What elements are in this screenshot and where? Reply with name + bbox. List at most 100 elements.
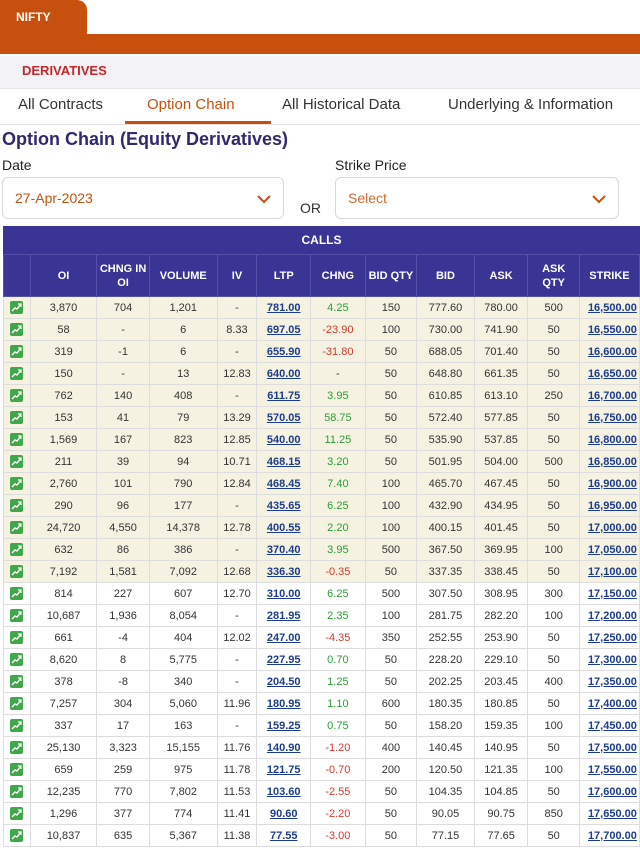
ltp-link[interactable]: 370.40 <box>266 543 301 556</box>
chart-icon[interactable] <box>10 433 24 446</box>
ltp-link[interactable]: 180.95 <box>266 697 301 710</box>
ltp-link[interactable]: 400.55 <box>266 521 301 534</box>
strike-link[interactable]: 16,650.00 <box>587 367 637 380</box>
chart-icon[interactable] <box>10 521 24 534</box>
cell-oi: 319 <box>29 340 98 363</box>
chart-icon[interactable] <box>10 455 24 468</box>
ltp-link[interactable]: 281.95 <box>266 609 301 622</box>
ltp-link[interactable]: 121.75 <box>266 763 301 776</box>
chart-icon[interactable] <box>10 807 24 820</box>
ltp-link[interactable]: 247.00 <box>266 631 301 644</box>
strike-link[interactable]: 16,700.00 <box>587 389 637 402</box>
strike-link[interactable]: 17,050.00 <box>587 543 637 556</box>
chart-icon[interactable] <box>10 587 24 600</box>
chart-icon[interactable] <box>10 697 24 710</box>
chart-icon[interactable] <box>10 565 24 578</box>
chart-icon[interactable] <box>10 345 24 358</box>
ltp-link[interactable]: 570.05 <box>266 411 301 424</box>
cell-ltp: 336.30 <box>256 560 312 583</box>
ltp-link[interactable]: 227.95 <box>266 653 301 666</box>
chart-icon[interactable] <box>10 829 24 842</box>
ltp-link[interactable]: 697.05 <box>266 323 301 336</box>
ltp-link[interactable]: 781.00 <box>266 301 301 314</box>
strike-link[interactable]: 16,750.00 <box>587 411 637 424</box>
ltp-link[interactable]: 655.90 <box>266 345 301 358</box>
chart-icon[interactable] <box>10 675 24 688</box>
table-header-row: OI CHNG IN OI VOLUME IV LTP CHNG BID QTY… <box>3 254 640 297</box>
chart-icon[interactable] <box>10 389 24 402</box>
ltp-link[interactable]: 540.00 <box>266 433 301 446</box>
tab-all-historical-data[interactable]: All Historical Data <box>282 96 401 113</box>
strike-link[interactable]: 17,500.00 <box>587 741 637 754</box>
cell-volume: 5,775 <box>148 648 218 671</box>
strike-link[interactable]: 17,150.00 <box>587 587 637 600</box>
strike-link[interactable]: 16,950.00 <box>587 499 637 512</box>
chart-icon[interactable] <box>10 301 24 314</box>
cell-volume: 607 <box>148 582 218 605</box>
chart-icon[interactable] <box>10 763 24 776</box>
strike-link[interactable]: 17,000.00 <box>587 521 637 534</box>
ltp-link[interactable]: 640.00 <box>266 367 301 380</box>
chart-icon[interactable] <box>10 785 24 798</box>
cell-ltp: 227.95 <box>256 648 312 671</box>
strike-link[interactable]: 17,300.00 <box>587 653 637 666</box>
cell-ask-qty: 100 <box>527 758 580 781</box>
chart-icon[interactable] <box>10 653 24 666</box>
ltp-link[interactable]: 435.65 <box>266 499 301 512</box>
tab-underlying-information[interactable]: Underlying & Information <box>448 96 614 113</box>
strike-link[interactable]: 17,200.00 <box>587 609 637 622</box>
strike-link[interactable]: 16,900.00 <box>587 477 637 490</box>
strike-link[interactable]: 17,600.00 <box>587 785 637 798</box>
strike-link[interactable]: 17,650.00 <box>587 807 637 820</box>
tab-option-chain[interactable]: Option Chain <box>147 96 235 113</box>
ltp-link[interactable]: 611.75 <box>267 389 301 402</box>
chart-icon[interactable] <box>10 477 24 490</box>
cell-strike: 17,600.00 <box>578 780 640 803</box>
tab-all-contracts[interactable]: All Contracts <box>18 96 104 113</box>
strike-link[interactable]: 16,850.00 <box>587 455 637 468</box>
chart-icon[interactable] <box>10 631 24 644</box>
cell-ask: 701.40 <box>473 340 529 363</box>
date-select[interactable]: 27-Apr-2023 <box>2 177 284 219</box>
cell-iv: - <box>216 296 258 319</box>
cell-bid: 158.20 <box>416 714 475 737</box>
strike-link[interactable]: 16,600.00 <box>587 345 637 358</box>
strike-link[interactable]: 17,400.00 <box>587 697 637 710</box>
chart-icon[interactable] <box>10 719 24 732</box>
cell-ask: 369.95 <box>473 538 529 561</box>
index-tab-nifty[interactable]: NIFTY <box>0 0 87 34</box>
strike-link[interactable]: 17,700.00 <box>587 829 637 842</box>
strike-price-select[interactable]: Select <box>335 177 619 219</box>
ltp-link[interactable]: 336.30 <box>266 565 301 578</box>
strike-link[interactable]: 17,550.00 <box>587 763 637 776</box>
cell-ask-qty: 50 <box>527 824 580 847</box>
cell-ask-qty: 850 <box>527 802 580 825</box>
strike-link[interactable]: 16,800.00 <box>587 433 637 446</box>
ltp-link[interactable]: 140.90 <box>266 741 301 754</box>
ltp-link[interactable]: 310.00 <box>266 587 301 600</box>
strike-link[interactable]: 17,250.00 <box>587 631 637 644</box>
strike-link[interactable]: 16,500.00 <box>587 301 637 314</box>
cell-ltp: 540.00 <box>256 428 312 451</box>
chart-icon[interactable] <box>10 543 24 556</box>
strike-link[interactable]: 17,450.00 <box>587 719 637 732</box>
chart-icon[interactable] <box>10 499 24 512</box>
chart-icon[interactable] <box>10 367 24 380</box>
strike-link[interactable]: 16,550.00 <box>587 323 637 336</box>
chart-icon[interactable] <box>10 741 24 754</box>
chart-icon[interactable] <box>10 323 24 336</box>
ltp-link[interactable]: 468.15 <box>266 455 301 468</box>
strike-link[interactable]: 17,350.00 <box>587 675 637 688</box>
chart-icon[interactable] <box>10 609 24 622</box>
ltp-link[interactable]: 103.60 <box>266 785 301 798</box>
ltp-link[interactable]: 159.25 <box>266 719 301 732</box>
chart-icon[interactable] <box>10 411 24 424</box>
ltp-link[interactable]: 204.50 <box>266 675 301 688</box>
ltp-link[interactable]: 468.45 <box>266 477 301 490</box>
cell-ask: 741.90 <box>473 318 529 341</box>
ltp-link[interactable]: 90.60 <box>269 807 298 820</box>
strike-link[interactable]: 17,100.00 <box>587 565 637 578</box>
chart-cell <box>3 758 31 781</box>
ltp-link[interactable]: 77.55 <box>269 829 298 842</box>
cell-ask-qty: 50 <box>527 560 580 583</box>
